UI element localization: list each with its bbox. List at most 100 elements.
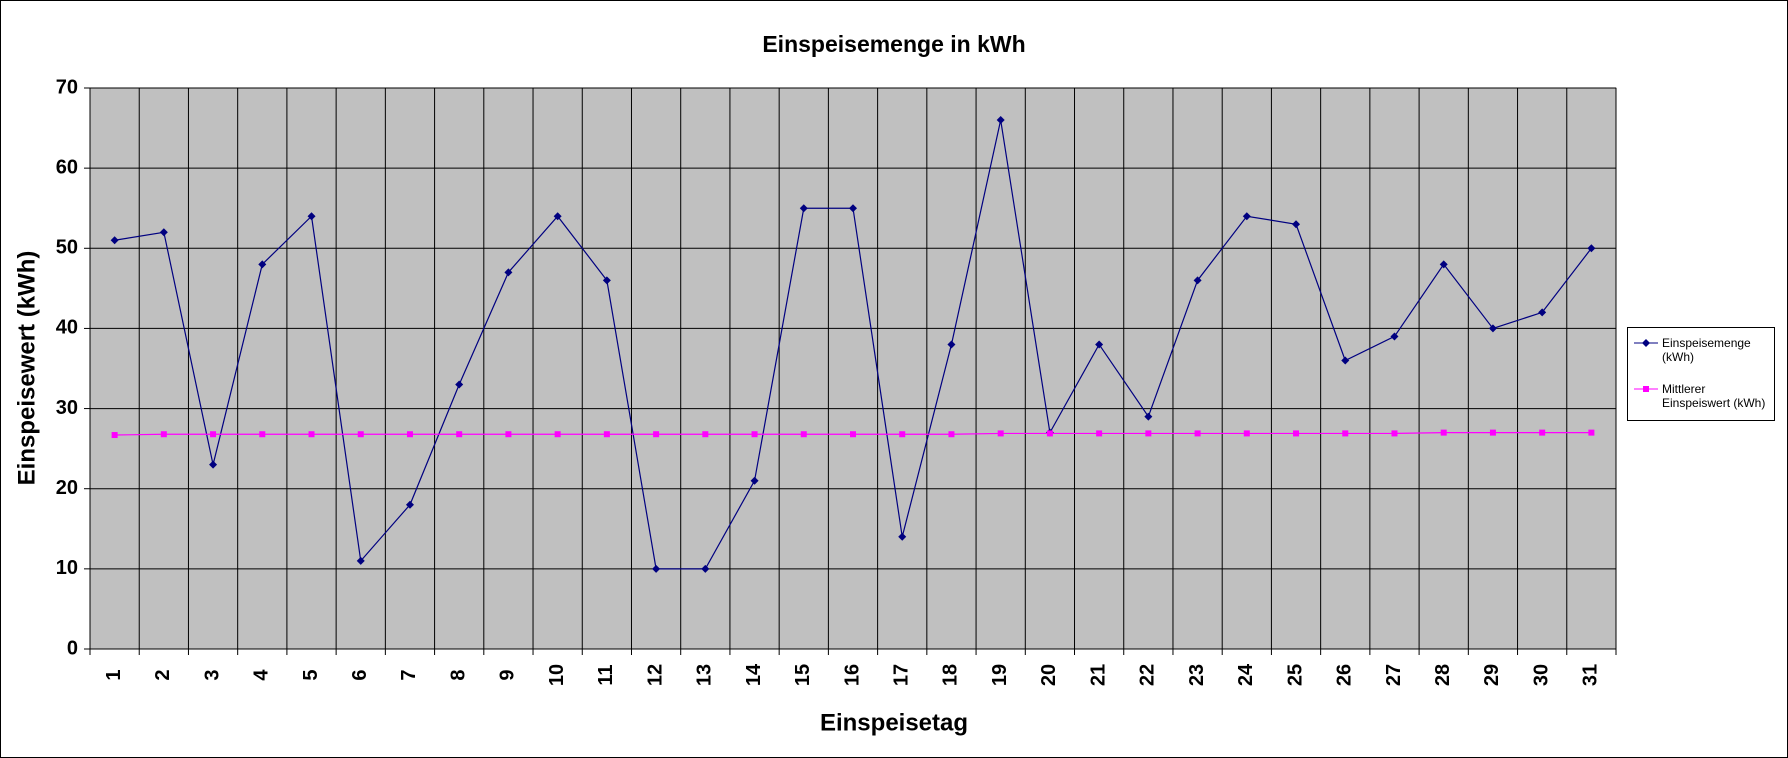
legend-item: Mittlerer Einspeiswert (kWh) [1634,382,1772,410]
x-tick-label: 8 [447,669,469,680]
plot-area [89,87,1617,650]
y-tick-label: 20 [56,477,78,499]
point [504,268,513,277]
point [1539,429,1546,436]
x-tick-label: 5 [300,669,322,680]
point [1293,430,1300,437]
point [553,212,562,221]
point [750,476,759,485]
point [456,431,463,438]
point [800,431,807,438]
x-tick-label: 2 [152,669,174,680]
point [1390,332,1399,341]
x-tick-label: 18 [940,664,962,686]
point [1587,244,1596,253]
point [653,431,660,438]
x-tick-label: 7 [398,669,420,680]
point [406,431,413,438]
y-tick-label: 30 [56,397,78,419]
x-tick-label: 23 [1186,664,1208,686]
point [849,204,857,213]
legend-marker [1643,386,1649,392]
x-tick-label: 20 [1038,664,1060,686]
point [307,212,316,221]
x-axis-title: Einspeisetag [820,709,968,736]
point [1243,430,1250,437]
legend-swatch [1634,339,1658,347]
x-tick-label: 3 [201,669,223,680]
point [356,556,365,565]
x-tick-label: 31 [1580,664,1602,686]
point [751,431,758,438]
x-tick-label: 26 [1334,664,1356,686]
legend-marker [1642,339,1650,347]
point [405,500,414,509]
point [159,228,168,237]
legend-label: Mittlerer Einspeiswert (kWh) [1662,382,1766,410]
point [1292,220,1301,229]
x-tick-label: 22 [1137,664,1159,686]
point [357,431,364,438]
x-tick-label: 30 [1530,664,1552,686]
x-tick-label: 4 [251,669,273,681]
point [996,116,1005,125]
legend-item: Einspeisemenge (kWh) [1634,336,1772,364]
point [1538,308,1547,317]
point [258,260,267,269]
point [1588,429,1595,436]
x-tick-label: 12 [644,664,666,686]
point [947,340,956,349]
point [210,431,217,438]
x-tick-label: 14 [743,663,765,686]
x-tick-label: 19 [989,664,1011,686]
y-tick-label: 50 [56,237,78,259]
point [1194,430,1201,437]
x-tick-label: 1 [103,669,125,680]
point [1046,430,1053,437]
x-tick-label: 9 [497,669,519,680]
x-tick-label: 21 [1087,664,1109,686]
point [1439,260,1448,269]
point [308,431,315,438]
y-tick-label: 10 [56,557,78,579]
x-tick-label: 17 [891,664,913,686]
legend-swatch [1634,386,1658,392]
point [850,431,856,438]
x-tick-label: 27 [1383,664,1405,686]
point [898,532,907,541]
x-tick-label: 24 [1235,663,1257,686]
point [702,431,709,438]
x-tick-label: 6 [349,669,371,680]
point [603,431,610,438]
point [110,236,119,245]
point [1144,412,1153,421]
y-tick-label: 40 [56,317,78,339]
chart-title: Einspeisemenge in kWh [762,31,1025,57]
point [1242,212,1251,221]
x-tick-label: 15 [792,664,814,686]
point [602,276,611,285]
x-tick-label: 11 [595,664,617,685]
point [652,564,661,573]
point [701,564,710,573]
point [1440,429,1447,436]
point [455,380,464,389]
point [1341,356,1350,365]
point [1096,430,1103,437]
legend: Einspeisemenge (kWh) Mittlerer Einspeiswe… [1627,327,1775,421]
y-tick-label: 0 [67,637,78,659]
point [505,431,512,438]
y-tick-label: 70 [56,76,78,98]
y-tick-label: 60 [56,156,78,178]
legend-label: Einspeisemenge (kWh) [1662,336,1751,364]
point [1193,276,1202,285]
point [209,460,218,469]
y-axis-title: Einspeisewert (kWh) [13,251,40,486]
x-tick-label: 10 [546,664,568,686]
x-tick-label: 29 [1481,664,1503,686]
point [1391,430,1398,437]
x-tick-label: 25 [1284,664,1306,686]
point [997,430,1004,437]
